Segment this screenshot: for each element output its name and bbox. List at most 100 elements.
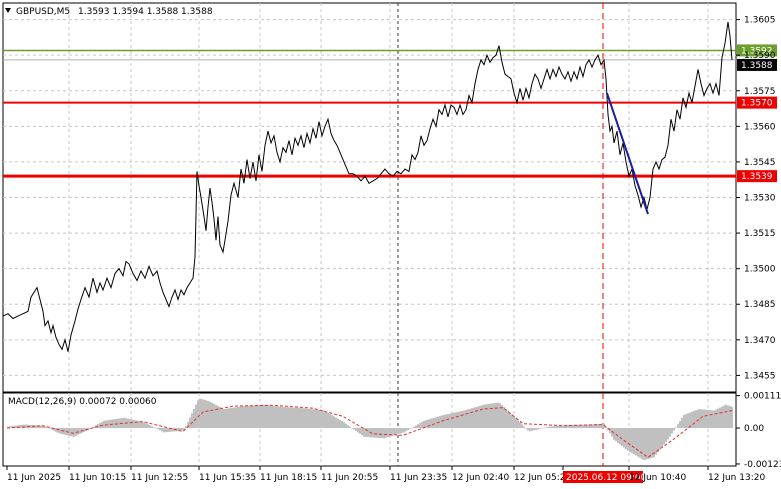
macd-hist-bar bbox=[607, 428, 609, 431]
macd-hist-bar bbox=[277, 406, 279, 429]
macd-hist-bar bbox=[673, 428, 675, 431]
macd-hist-bar bbox=[505, 408, 507, 429]
macd-hist-bar bbox=[157, 428, 159, 430]
macd-hist-bar bbox=[623, 428, 625, 448]
y-tick-label: 1.3500 bbox=[744, 265, 776, 275]
macd-hist-bar bbox=[217, 405, 219, 429]
macd-hist-bar bbox=[147, 424, 149, 429]
macd-hist-bar bbox=[605, 426, 607, 429]
macd-hist-bar bbox=[71, 428, 73, 437]
macd-hist-bar bbox=[247, 405, 249, 429]
macd-hist-bar bbox=[151, 426, 153, 429]
macd-hist-bar bbox=[307, 408, 309, 429]
trend-line bbox=[606, 92, 649, 215]
macd-hist-bar bbox=[45, 426, 47, 429]
x-tick-label: 11 Jun 20:55 bbox=[321, 473, 378, 483]
macd-hist-bar bbox=[639, 428, 641, 458]
macd-hist-bar bbox=[75, 428, 77, 436]
x-tick-label: 12 Jun 10:40 bbox=[629, 473, 686, 483]
macd-hist-bar bbox=[319, 410, 321, 429]
macd-hist-bar bbox=[557, 425, 559, 429]
macd-hist-bar bbox=[443, 414, 445, 429]
macd-hist-bar bbox=[341, 421, 343, 429]
macd-hist-bar bbox=[393, 428, 395, 436]
macd-hist-bar bbox=[249, 405, 251, 429]
macd-hist-bar bbox=[241, 406, 243, 429]
macd-hist-bar bbox=[361, 428, 363, 436]
macd-hist-bar bbox=[405, 428, 407, 432]
macd-hist-bar bbox=[397, 428, 399, 435]
macd-hist-bar bbox=[337, 418, 339, 429]
macd-hist-bar bbox=[47, 427, 49, 429]
macd-hist-bar bbox=[339, 419, 341, 429]
triangle-down-icon[interactable] bbox=[5, 8, 11, 13]
macd-hist-bar bbox=[347, 425, 349, 429]
macd-hist-bar bbox=[445, 414, 447, 429]
macd-hist-bar bbox=[21, 424, 23, 429]
macd-hist-bar bbox=[383, 428, 385, 439]
macd-hist-bar bbox=[527, 428, 529, 431]
macd-hist-bar bbox=[159, 428, 161, 431]
macd-hist-bar bbox=[677, 424, 679, 429]
macd-hist-bar bbox=[633, 428, 635, 455]
y-tick-label: 1.3470 bbox=[744, 336, 776, 346]
macd-hist-bar bbox=[577, 424, 579, 429]
macd-hist-bar bbox=[701, 409, 703, 429]
macd-hist-bar bbox=[365, 428, 367, 437]
y-tick-label: 1.3455 bbox=[744, 371, 776, 381]
macd-hist-bar bbox=[565, 425, 567, 429]
x-tick-label: 2025.06.12 09:00 bbox=[566, 473, 647, 483]
macd-hist-bar bbox=[651, 428, 653, 458]
y-tick-label: 1.3560 bbox=[744, 122, 776, 132]
macd-signal-line bbox=[6, 404, 733, 458]
macd-hist-bar bbox=[725, 404, 727, 429]
macd-hist-bar bbox=[367, 428, 369, 438]
macd-hist-bar bbox=[585, 424, 587, 429]
macd-hist-bar bbox=[407, 428, 409, 431]
macd-hist-bar bbox=[179, 428, 181, 431]
y-tick-label: 1.3485 bbox=[744, 300, 776, 310]
macd-hist-bar bbox=[139, 421, 141, 429]
macd-label: MACD(12,26,9) 0.00072 0.00060 bbox=[8, 397, 157, 407]
macd-hist-bar bbox=[227, 408, 229, 429]
macd-hist-bar bbox=[17, 425, 19, 429]
macd-hist-bar bbox=[421, 421, 423, 429]
macd-hist-bar bbox=[493, 403, 495, 429]
macd-hist-bar bbox=[459, 411, 461, 429]
macd-hist-bar bbox=[25, 424, 27, 429]
macd-hist-bar bbox=[583, 424, 585, 429]
macd-hist-bar bbox=[589, 424, 591, 429]
y-tick-label: 1.3530 bbox=[744, 194, 776, 204]
macd-hist-bar bbox=[621, 428, 623, 446]
macd-hist-bar bbox=[399, 428, 401, 434]
macd-hist-bar bbox=[533, 428, 535, 431]
macd-hist-bar bbox=[499, 403, 501, 429]
macd-hist-bar bbox=[189, 417, 191, 429]
macd-hist-bar bbox=[463, 410, 465, 429]
macd-hist-bar bbox=[129, 419, 131, 429]
macd-hist-bar bbox=[513, 416, 515, 429]
macd-hist-bar bbox=[655, 428, 657, 455]
macd-hist-bar bbox=[449, 413, 451, 429]
macd-hist-bar bbox=[279, 406, 281, 429]
macd-hist-bar bbox=[297, 407, 299, 429]
macd-hist-bar bbox=[283, 407, 285, 429]
macd-hist-bar bbox=[39, 425, 41, 429]
macd-hist-bar bbox=[457, 411, 459, 429]
macd-hist-bar bbox=[675, 427, 677, 429]
macd-hist-bar bbox=[233, 407, 235, 429]
macd-hist-bar bbox=[601, 423, 603, 429]
macd-hist-bar bbox=[155, 428, 157, 429]
macd-hist-bar bbox=[335, 417, 337, 429]
macd-hist-bar bbox=[727, 405, 729, 429]
macd-hist-bar bbox=[555, 426, 557, 429]
macd-hist-bar bbox=[167, 428, 169, 433]
macd-hist-bar bbox=[103, 420, 105, 429]
macd-hist-bar bbox=[133, 420, 135, 429]
macd-hist-bar bbox=[73, 428, 75, 437]
macd-hist-bar bbox=[659, 428, 661, 450]
macd-hist-bar bbox=[57, 428, 59, 433]
macd-hist-bar bbox=[687, 413, 689, 429]
